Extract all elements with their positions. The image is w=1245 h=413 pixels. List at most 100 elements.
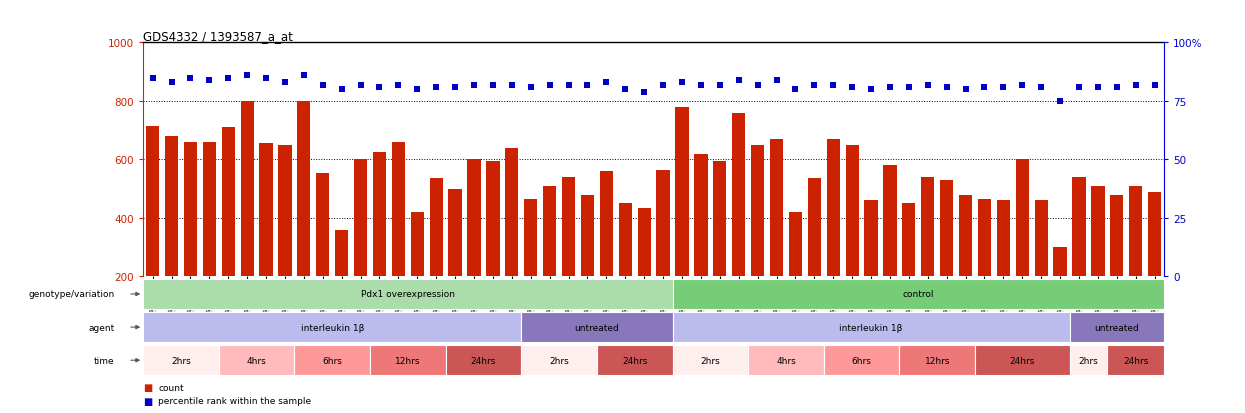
Bar xyxy=(637,208,651,277)
Point xyxy=(181,75,200,82)
Text: 24hrs: 24hrs xyxy=(1123,356,1148,365)
Bar xyxy=(335,230,349,277)
Text: interleukin 1β: interleukin 1β xyxy=(839,323,903,332)
Point xyxy=(578,82,598,89)
Bar xyxy=(143,313,522,342)
Point xyxy=(483,82,503,89)
Bar xyxy=(143,345,219,375)
Text: count: count xyxy=(158,383,184,392)
Bar xyxy=(146,126,159,277)
Point xyxy=(654,82,674,89)
Bar xyxy=(298,102,310,277)
Bar xyxy=(354,160,367,277)
Bar xyxy=(430,179,443,277)
Bar xyxy=(222,128,235,277)
Bar xyxy=(789,213,802,277)
Bar xyxy=(1148,192,1162,277)
Bar xyxy=(184,142,197,277)
Bar xyxy=(672,345,748,375)
Point xyxy=(238,73,258,79)
Point xyxy=(1069,84,1089,91)
Bar xyxy=(446,345,522,375)
Bar xyxy=(240,102,254,277)
Text: untreated: untreated xyxy=(1094,323,1139,332)
Bar xyxy=(581,195,594,277)
Bar xyxy=(561,178,575,277)
Bar xyxy=(619,204,632,277)
Text: untreated: untreated xyxy=(574,323,619,332)
Point xyxy=(446,84,466,91)
Point xyxy=(1012,82,1032,89)
Text: genotype/variation: genotype/variation xyxy=(29,290,115,299)
Text: 24hrs: 24hrs xyxy=(471,356,497,365)
Bar xyxy=(1107,345,1164,375)
Bar xyxy=(259,144,273,277)
Bar xyxy=(940,180,954,277)
Bar xyxy=(1053,247,1067,277)
Text: 2hrs: 2hrs xyxy=(549,356,569,365)
Bar xyxy=(522,313,672,342)
Bar xyxy=(695,154,707,277)
Point xyxy=(256,75,276,82)
Point xyxy=(786,87,806,93)
Point xyxy=(975,84,995,91)
Bar xyxy=(370,345,446,375)
Text: time: time xyxy=(95,356,115,365)
Point xyxy=(1125,82,1145,89)
Point xyxy=(218,75,238,82)
Bar xyxy=(1092,186,1104,277)
Bar xyxy=(864,201,878,277)
Bar xyxy=(672,280,1164,309)
Point xyxy=(426,84,446,91)
Text: 2hrs: 2hrs xyxy=(701,356,720,365)
Bar xyxy=(899,345,975,375)
Text: interleukin 1β: interleukin 1β xyxy=(300,323,364,332)
Point xyxy=(388,82,408,89)
Point xyxy=(804,82,824,89)
Text: percentile rank within the sample: percentile rank within the sample xyxy=(158,396,311,405)
Point xyxy=(331,87,351,93)
Point xyxy=(275,80,295,86)
Point xyxy=(162,80,182,86)
Bar xyxy=(448,189,462,277)
Bar xyxy=(164,137,178,277)
Bar xyxy=(600,172,613,277)
Bar xyxy=(279,145,291,277)
Bar xyxy=(748,345,824,375)
Bar xyxy=(411,213,423,277)
Point xyxy=(672,80,692,86)
Text: 24hrs: 24hrs xyxy=(622,356,647,365)
Text: ■: ■ xyxy=(143,396,152,406)
Text: 2hrs: 2hrs xyxy=(171,356,190,365)
Bar xyxy=(316,173,330,277)
Bar xyxy=(808,179,820,277)
Bar xyxy=(824,345,899,375)
Point xyxy=(634,89,654,96)
Bar xyxy=(769,140,783,277)
Text: GDS4332 / 1393587_a_at: GDS4332 / 1393587_a_at xyxy=(143,31,293,43)
Bar xyxy=(1069,313,1164,342)
Text: 2hrs: 2hrs xyxy=(1078,356,1098,365)
Bar xyxy=(374,153,386,277)
Point xyxy=(748,82,768,89)
Bar xyxy=(143,280,672,309)
Text: 4hrs: 4hrs xyxy=(247,356,266,365)
Text: control: control xyxy=(903,290,934,299)
Point xyxy=(1088,84,1108,91)
Point xyxy=(862,87,881,93)
Point xyxy=(615,87,635,93)
Point xyxy=(691,82,711,89)
Bar xyxy=(751,145,764,277)
Bar xyxy=(883,166,896,277)
Text: 6hrs: 6hrs xyxy=(322,356,342,365)
Text: 6hrs: 6hrs xyxy=(852,356,871,365)
Point xyxy=(728,77,748,84)
Point xyxy=(1144,82,1164,89)
Point xyxy=(143,75,163,82)
Bar xyxy=(467,160,481,277)
Bar xyxy=(903,204,915,277)
Point xyxy=(1107,84,1127,91)
Point xyxy=(936,84,956,91)
Point xyxy=(520,84,540,91)
Bar xyxy=(977,199,991,277)
